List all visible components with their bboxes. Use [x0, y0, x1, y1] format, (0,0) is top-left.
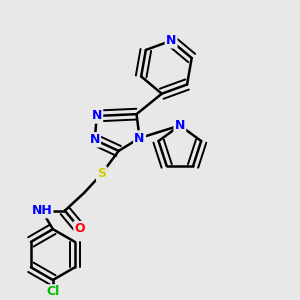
Text: N: N: [89, 133, 100, 146]
Text: S: S: [97, 167, 106, 180]
Text: N: N: [92, 110, 102, 122]
Text: O: O: [74, 222, 85, 235]
Text: N: N: [166, 34, 176, 47]
Text: NH: NH: [32, 204, 52, 217]
Text: Cl: Cl: [46, 285, 59, 298]
Text: N: N: [134, 132, 145, 145]
Text: N: N: [175, 119, 185, 132]
